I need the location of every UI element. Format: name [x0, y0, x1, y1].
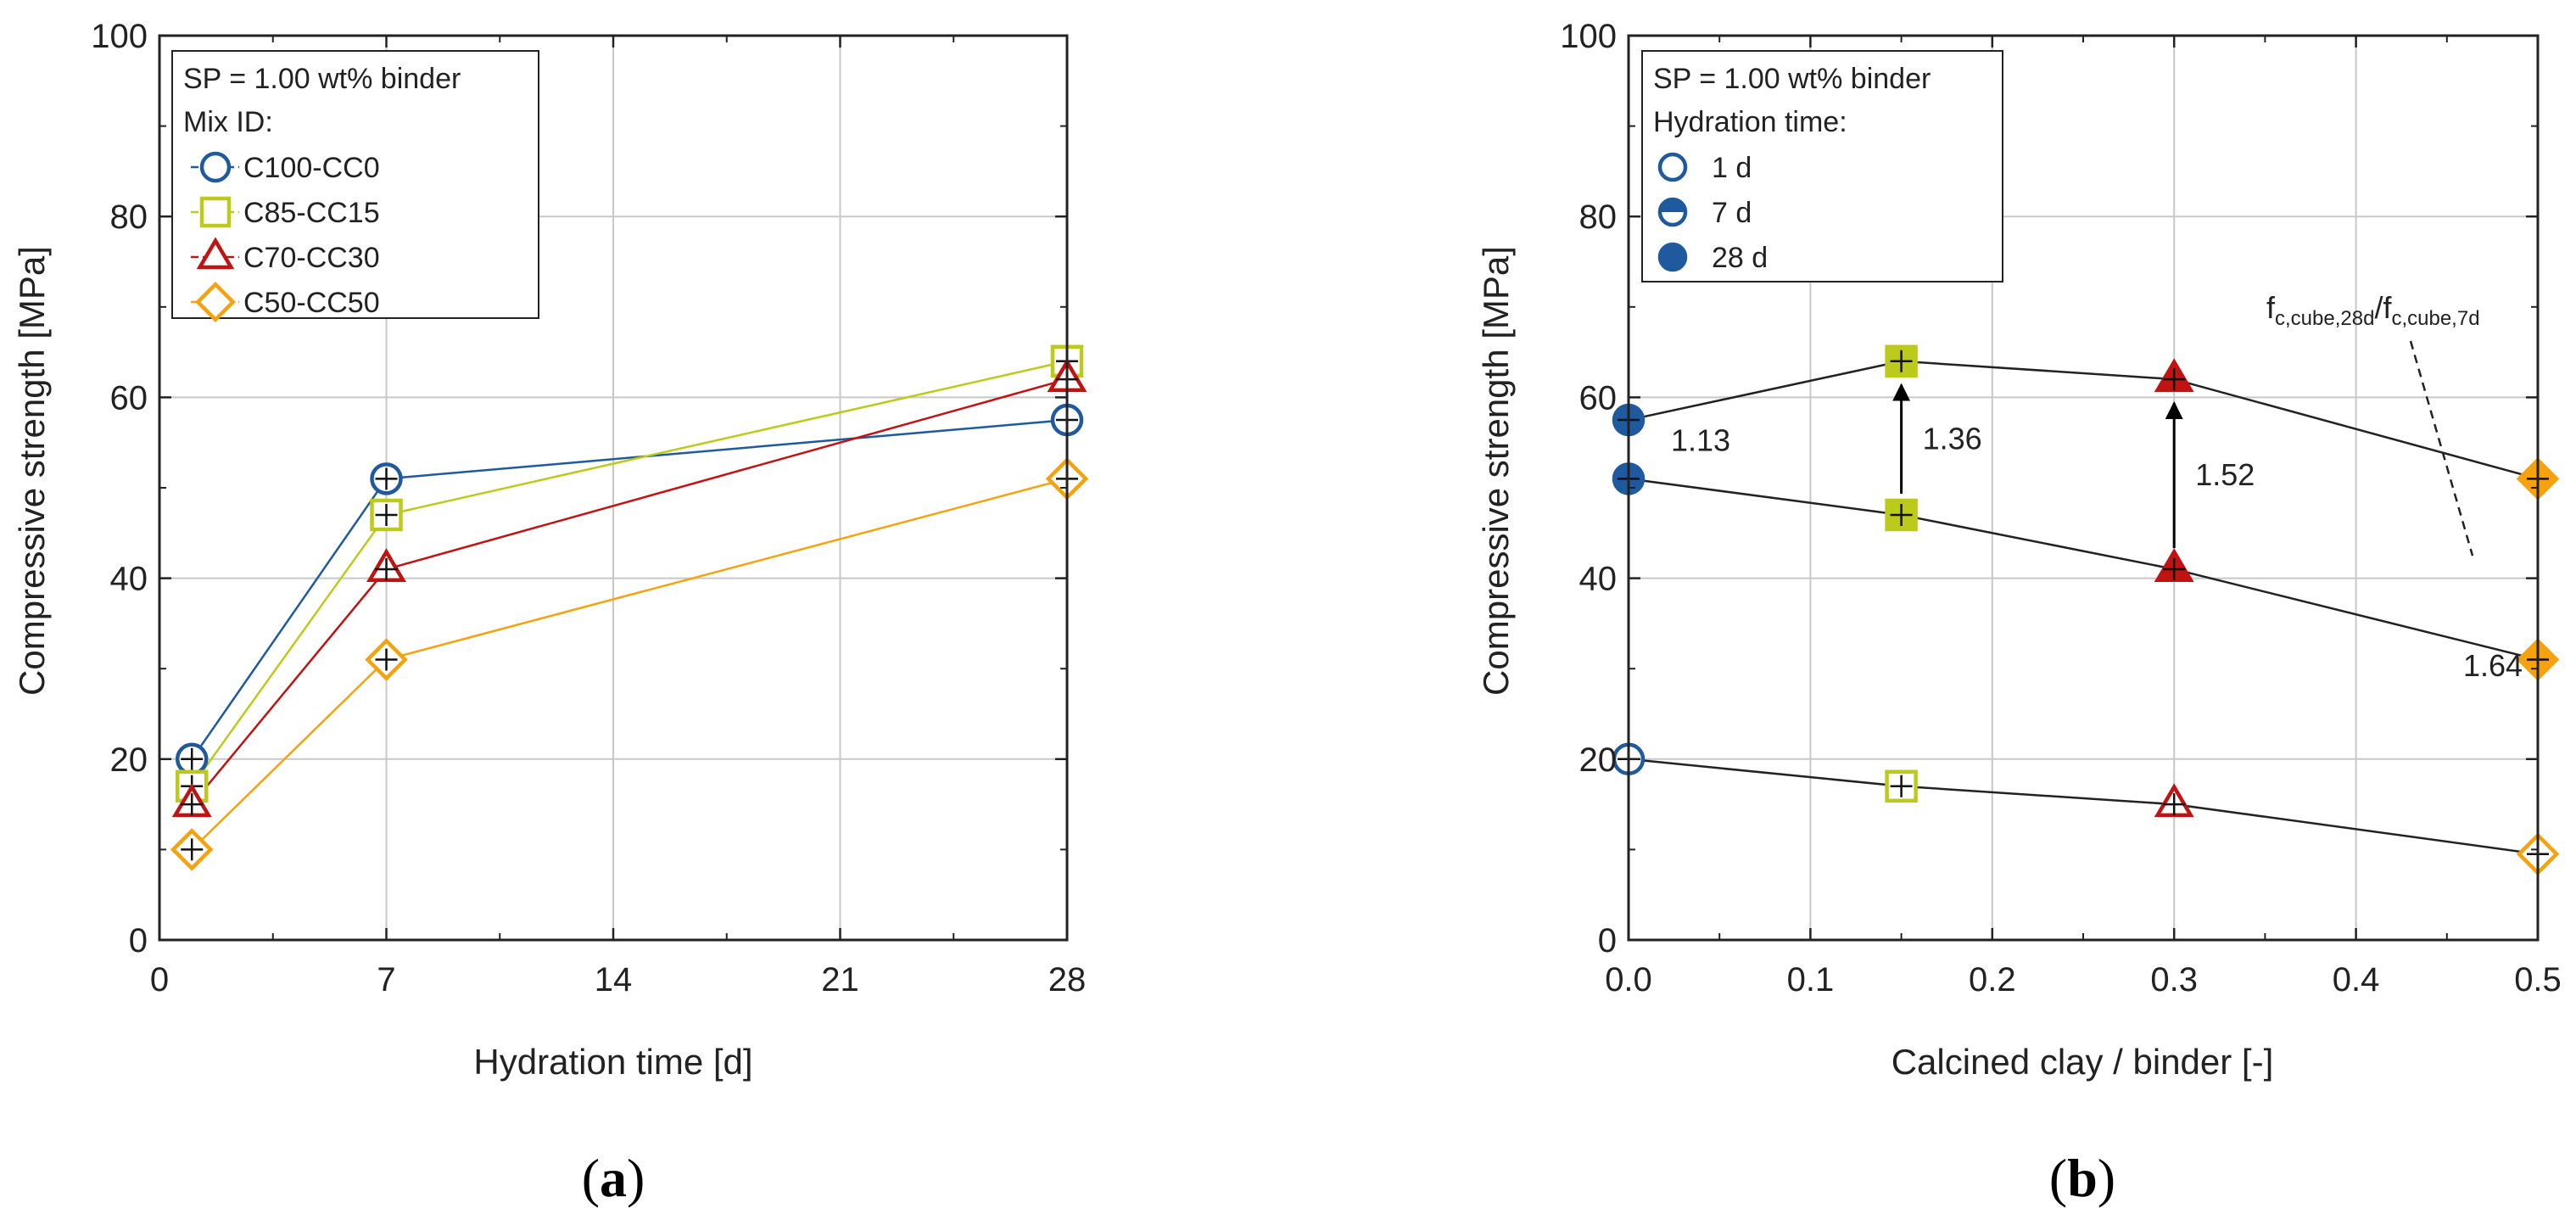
- error-bar: [1890, 775, 1913, 797]
- chart-b: 0 20 40 60 80 100 0.0 0.1 0.2 0.3 0.4 0.…: [1476, 18, 2562, 1208]
- chart-b-y-axis-label: Compressive strength [MPa]: [1476, 246, 1516, 696]
- chart-a-y-tick-label: 0: [129, 922, 148, 959]
- chart-b-tick-marks: [1627, 34, 2540, 942]
- chart-b-x-tick-labels: 0.0 0.1 0.2 0.3 0.4 0.5: [1605, 961, 2562, 998]
- chart-a-y-axis-label: Compressive strength [MPa]: [12, 246, 52, 696]
- chart-a: 0 20 40 60 80 100 0 7 14 21 28 Hydration…: [12, 18, 1089, 1208]
- chart-b-x-tick-label: 0.1: [1787, 961, 1835, 998]
- chart-a-x-tick-label: 0: [150, 961, 169, 998]
- chart-a-y-tick-label: 20: [110, 741, 148, 779]
- error-bar: [2163, 368, 2186, 391]
- ratio-value: 1.13: [1671, 423, 1730, 458]
- chart-a-y-tick-label: 100: [91, 18, 148, 55]
- legend-marker-C70-CC30: [196, 237, 235, 270]
- error-bar: [375, 467, 398, 490]
- chart-b-legend-box: [1641, 50, 2003, 282]
- series-line-7d: [1628, 478, 2539, 661]
- error-bar: [375, 503, 398, 526]
- panel-label-b: (b): [2049, 1148, 2115, 1208]
- chart-a-legend-box: [171, 50, 539, 319]
- panel-label-a: (a): [582, 1148, 645, 1208]
- chart-a-x-tick-label: 7: [377, 961, 395, 998]
- chart-a-legend-heading: SP = 1.00 wt% binder: [183, 63, 461, 95]
- chart-b-x-tick-label: 0.3: [2150, 961, 2198, 998]
- error-bar: [1890, 503, 1913, 526]
- chart-a-legend-symbols: [191, 151, 239, 322]
- chart-b-y-tick-label: 40: [1579, 561, 1618, 598]
- ratio-value: 1.64: [2463, 648, 2523, 683]
- chart-b-ratio-leader-line: [2409, 340, 2474, 557]
- error-bar: [2163, 557, 2186, 580]
- series-line-C100-CC0: [191, 418, 1068, 760]
- legend-marker-C100-CC0: [199, 151, 232, 183]
- ratio-value: 1.52: [2195, 457, 2255, 492]
- chart-b-x-tick-label: 0.2: [1969, 961, 2016, 998]
- chart-b-legend-heading: SP = 1.00 wt% binder: [1653, 63, 1931, 95]
- chart-b-legend-symbols: [1657, 152, 1688, 272]
- chart-b-ratio-annotations: 1.13 1.36 1.52 1.64: [1671, 383, 2523, 683]
- chart-a-legend-entry: C50-CC50: [243, 287, 380, 319]
- series-line-28d: [1628, 360, 2539, 480]
- error-bar: [1890, 350, 1913, 372]
- chart-a-legend: SP = 1.00 wt% binder Mix ID: C100-CC0 C8…: [171, 50, 539, 322]
- chart-a-legend-entry: C70-CC30: [243, 242, 380, 274]
- legend-marker-1d: [1657, 152, 1688, 182]
- chart-b-legend-entry: 1 d: [1712, 152, 1752, 184]
- chart-a-tick-marks: [158, 34, 1069, 942]
- chart-a-x-tick-labels: 0 7 14 21 28: [150, 961, 1086, 998]
- chart-b-series: [1612, 344, 2560, 876]
- chart-b-y-tick-label: 100: [1560, 18, 1617, 55]
- legend-marker-C85-CC15: [199, 196, 232, 228]
- error-bar: [181, 747, 204, 770]
- error-bar: [181, 793, 204, 816]
- chart-a-x-axis-label: Hydration time [d]: [473, 1042, 752, 1082]
- chart-b-x-axis-label: Calcined clay / binder [-]: [1891, 1042, 2274, 1082]
- error-bar: [375, 557, 398, 580]
- chart-b-x-tick-label: 0.4: [2333, 961, 2380, 998]
- legend-marker-7d: [1657, 197, 1688, 227]
- chart-b-grid: [1629, 36, 2538, 940]
- error-bar: [181, 838, 204, 861]
- chart-b-ratio-label: fc,cube,28d/fc,cube,7d: [2266, 290, 2480, 330]
- chart-b-legend: SP = 1.00 wt% binder Hydration time: 1 d…: [1641, 50, 2003, 282]
- series-line-C50-CC50: [191, 478, 1068, 851]
- chart-b-y-tick-labels: 0 20 40 60 80 100: [1560, 18, 1617, 959]
- error-bar: [2163, 793, 2186, 816]
- chart-b-x-tick-label: 0.5: [2514, 961, 2562, 998]
- chart-b-x-tick-label: 0.0: [1605, 961, 1652, 998]
- chart-a-y-tick-label: 60: [110, 379, 148, 417]
- series-line-1d: [1628, 758, 2539, 855]
- chart-b-legend-entry: 7 d: [1712, 197, 1752, 229]
- chart-b-y-tick-label: 80: [1579, 199, 1618, 236]
- chart-a-x-tick-label: 28: [1048, 961, 1087, 998]
- chart-a-y-tick-label: 40: [110, 561, 148, 598]
- error-bar: [375, 648, 398, 671]
- chart-a-legend-subheading: Mix ID:: [183, 106, 273, 138]
- chart-a-series: [170, 344, 1089, 871]
- chart-a-x-tick-label: 21: [821, 961, 859, 998]
- series-line-C70-CC30: [191, 378, 1068, 805]
- chart-a-legend-entry: C100-CC0: [243, 152, 380, 184]
- ratio-value: 1.36: [1923, 421, 1982, 456]
- chart-a-x-tick-label: 14: [595, 961, 633, 998]
- chart-b-y-tick-label: 0: [1598, 922, 1617, 959]
- chart-b-y-tick-label: 60: [1579, 379, 1618, 417]
- chart-a-y-tick-labels: 0 20 40 60 80 100: [91, 18, 148, 959]
- chart-b-y-tick-label: 20: [1579, 741, 1618, 779]
- chart-a-legend-entry: C85-CC15: [243, 197, 380, 229]
- chart-a-y-tick-label: 80: [110, 199, 148, 236]
- chart-b-legend-entry: 28 d: [1712, 242, 1768, 274]
- chart-b-legend-subheading: Hydration time:: [1653, 106, 1847, 138]
- legend-marker-C50-CC50: [195, 282, 236, 322]
- legend-marker-28d: [1657, 242, 1688, 272]
